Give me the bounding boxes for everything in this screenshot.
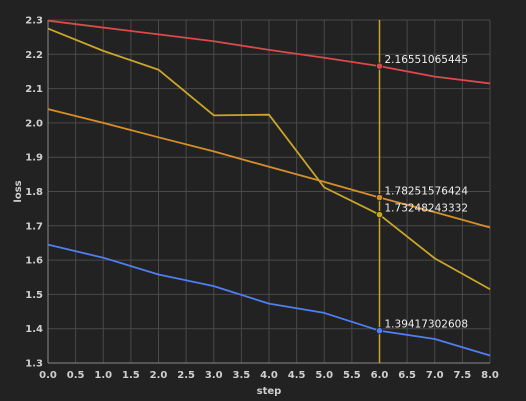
hover-markers bbox=[375, 62, 384, 335]
x-tick-label: 0.0 bbox=[39, 370, 57, 381]
series-line-3[interactable] bbox=[47, 243, 491, 357]
y-tick-label: 1.6 bbox=[25, 256, 43, 267]
x-tick-label: 3.5 bbox=[233, 370, 251, 381]
y-tick-label: 2.0 bbox=[25, 118, 43, 129]
hover-marker-2 bbox=[375, 193, 384, 202]
y-tick-label: 2.1 bbox=[25, 84, 43, 95]
hover-marker-3 bbox=[375, 327, 384, 335]
x-tick-label: 7.5 bbox=[454, 370, 472, 381]
hover-labels: 2.16551065445 1.78251576424 1.73248243332 1… bbox=[385, 54, 469, 331]
y-tick-label: 1.4 bbox=[25, 324, 43, 335]
hover-marker-0 bbox=[375, 62, 384, 70]
series-line-0[interactable] bbox=[47, 19, 491, 85]
hover-value-label: 1.73248243332 bbox=[385, 203, 469, 215]
hover-value-label: 2.16551065445 bbox=[385, 54, 469, 66]
y-tick-label: 2.2 bbox=[25, 50, 43, 61]
y-axis-label: loss bbox=[13, 180, 24, 202]
x-tick-label: 2.5 bbox=[177, 370, 195, 381]
x-tick-label: 6.5 bbox=[398, 370, 416, 381]
x-tick-label: 1.5 bbox=[122, 370, 140, 381]
y-tick-label: 1.7 bbox=[25, 221, 43, 232]
x-tick-label: 6.0 bbox=[371, 370, 389, 381]
y-tick-label: 1.3 bbox=[25, 359, 43, 370]
x-tick-label: 5.5 bbox=[343, 370, 361, 381]
y-tick-label: 2.3 bbox=[25, 16, 43, 27]
x-tick-label: 4.5 bbox=[288, 370, 306, 381]
x-axis-label: step bbox=[257, 386, 282, 397]
series-line-2[interactable] bbox=[47, 108, 491, 229]
hover-marker-1 bbox=[375, 211, 384, 219]
x-tick-label: 3.0 bbox=[205, 370, 223, 381]
series-lines[interactable] bbox=[47, 19, 491, 357]
x-tick-label: 1.0 bbox=[94, 370, 112, 381]
x-tick-label: 2.0 bbox=[150, 370, 168, 381]
axes bbox=[47, 20, 490, 364]
y-tick-label: 1.5 bbox=[25, 290, 43, 301]
hover-value-label: 1.39417302608 bbox=[385, 319, 469, 331]
x-tick-label: 5.0 bbox=[315, 370, 333, 381]
x-tick-label: 8.0 bbox=[481, 370, 499, 381]
x-tick-label: 4.0 bbox=[260, 370, 278, 381]
y-tick-label: 1.9 bbox=[25, 153, 43, 164]
x-tick-label: 0.5 bbox=[67, 370, 85, 381]
x-tick-label: 7.0 bbox=[426, 370, 444, 381]
hover-value-label: 1.78251576424 bbox=[385, 186, 469, 198]
y-tick-label: 1.8 bbox=[25, 187, 43, 198]
tick-labels: 0.0 0.5 1.0 1.5 2.0 2.5 3.0 3.5 4.0 4.5 5.0 5.5 6.0 6… bbox=[25, 16, 499, 382]
series-line-1[interactable] bbox=[47, 27, 491, 291]
